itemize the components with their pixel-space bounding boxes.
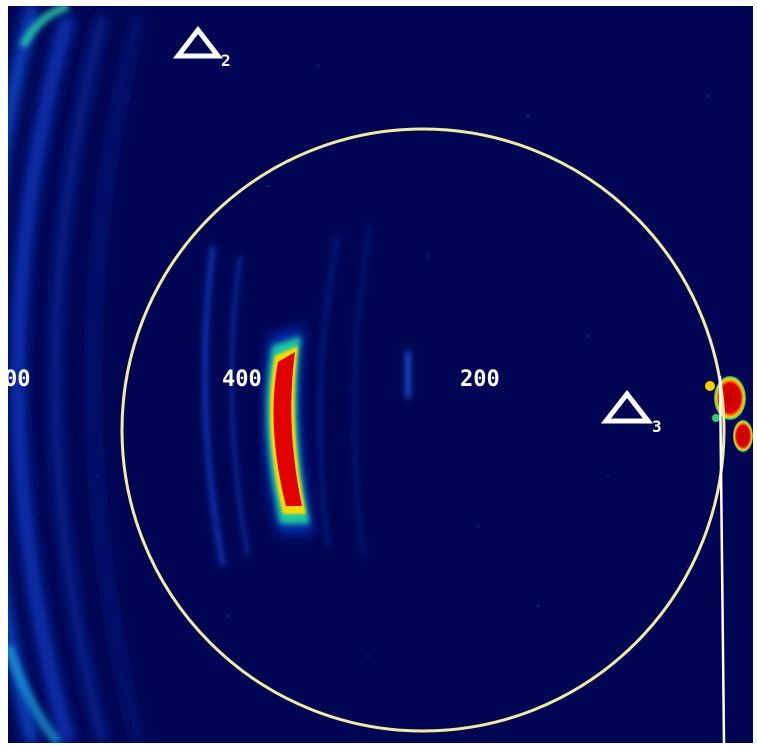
edge-echo	[8, 6, 70, 743]
marker-2-label: 2	[221, 51, 231, 70]
range-label-left-edge: 00	[8, 367, 31, 392]
range-circle	[120, 127, 726, 733]
display-background	[8, 6, 753, 743]
triangle-marker-icon	[172, 25, 224, 59]
sonar-canvas: 00 400 200 2 3	[8, 6, 753, 743]
marker-2[interactable]: 2	[172, 25, 231, 70]
marker-3[interactable]: 3	[600, 389, 662, 436]
sonar-display: 00 400 200 2 3	[8, 6, 753, 743]
marker-3-label: 3	[652, 417, 662, 436]
triangle-marker-icon	[600, 389, 654, 424]
heading-line	[718, 375, 726, 743]
echo-arcs-outer	[8, 6, 142, 743]
range-label-400: 400	[222, 367, 262, 392]
echo-arcs-inner	[202, 225, 411, 567]
range-label-200: 200	[460, 367, 500, 392]
noise-speckle	[97, 65, 710, 657]
target-echo-main	[263, 326, 314, 534]
